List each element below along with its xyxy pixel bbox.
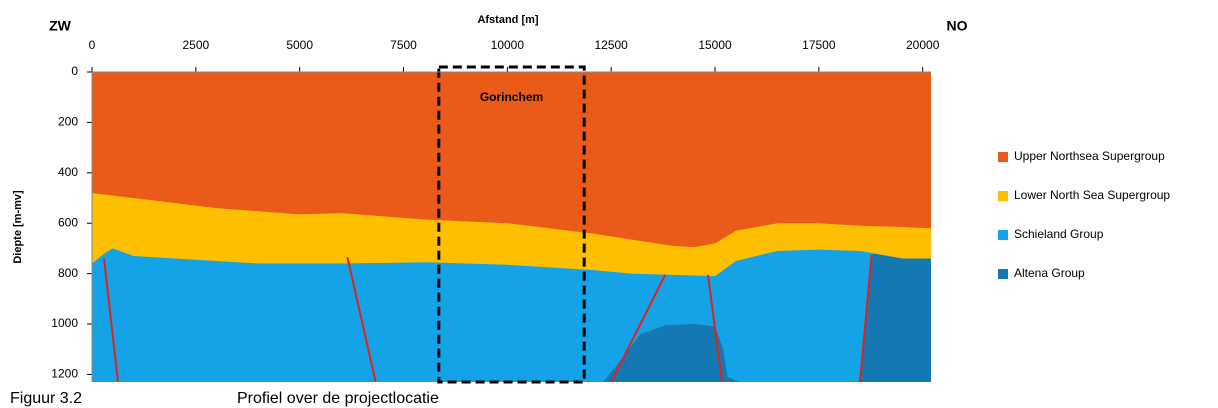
- x-tick-label: 17500: [802, 38, 836, 52]
- y-tick-label: 1200: [51, 367, 78, 381]
- y-tick-label: 0: [71, 64, 78, 78]
- x-tick-label: 2500: [182, 38, 209, 52]
- caption-number: Figuur 3.2: [10, 390, 82, 407]
- legend-label: Lower North Sea Supergroup: [1014, 188, 1170, 202]
- caption-text: Profiel over de projectlocatie: [237, 390, 439, 407]
- x-tick-label: 10000: [491, 38, 525, 52]
- legend-label: Altena Group: [1014, 266, 1085, 280]
- legend-swatch: [998, 269, 1008, 279]
- x-tick-label: 5000: [286, 38, 313, 52]
- x-tick-label: 12500: [594, 38, 628, 52]
- legend-swatch: [998, 230, 1008, 240]
- legend-swatch: [998, 191, 1008, 201]
- y-tick-label: 600: [58, 215, 78, 229]
- legend-label: Schieland Group: [1014, 227, 1104, 241]
- x-tick-label: 0: [89, 38, 96, 52]
- highlight-label: Gorinchem: [480, 90, 543, 104]
- x-axis-title: Afstand [m]: [477, 14, 538, 26]
- x-tick-label: 7500: [390, 38, 417, 52]
- right-label: NO: [947, 18, 968, 34]
- y-tick-label: 800: [58, 266, 78, 280]
- chart: Afstand [m] ZW NO Diepte [m-mv] Figuur 3…: [0, 0, 1218, 408]
- x-tick-label: 15000: [698, 38, 732, 52]
- plot-area: [92, 72, 931, 382]
- y-tick-label: 200: [58, 115, 78, 129]
- x-tick-label: 20000: [906, 38, 940, 52]
- y-tick-label: 400: [58, 165, 78, 179]
- left-label: ZW: [49, 18, 72, 34]
- y-axis-title: Diepte [m-mv]: [12, 190, 24, 264]
- layer-area: [92, 248, 931, 382]
- legend-swatch: [998, 152, 1008, 162]
- y-tick-label: 1000: [51, 316, 78, 330]
- legend-label: Upper Northsea Supergroup: [1014, 149, 1165, 163]
